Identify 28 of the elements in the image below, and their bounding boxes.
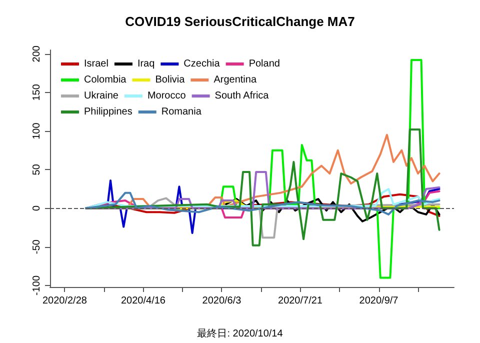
y-tick-label: 150 xyxy=(32,84,42,101)
x-tick-label: 2020/2/28 xyxy=(42,296,88,306)
legend-label: Bolivia xyxy=(155,74,186,86)
x-tick-label: 2020/4/16 xyxy=(120,296,166,306)
legend-label: Poland xyxy=(248,58,280,70)
line-series xyxy=(84,188,440,210)
line-series xyxy=(84,170,440,210)
legend-label: Colombia xyxy=(84,74,127,86)
legend-label: Philippines xyxy=(84,106,132,118)
legend-label: Iraq xyxy=(137,58,155,70)
chart-title: COVID19 SeriousCriticalChange MA7 xyxy=(125,14,355,29)
legend-label: Argentina xyxy=(214,74,257,86)
y-tick-label: 200 xyxy=(32,45,42,62)
x-tick-label: 2020/6/3 xyxy=(202,296,242,306)
x-tick-label: 2020/9/7 xyxy=(359,296,399,306)
y-tick-label: -50 xyxy=(32,239,42,254)
legend-label: Morocco xyxy=(147,90,186,102)
y-tick-label: 0 xyxy=(32,205,42,212)
legend-label: Ukraine xyxy=(84,90,119,102)
y-tick-label: -100 xyxy=(32,275,42,296)
y-tick-label: 100 xyxy=(32,122,42,140)
legend-label: Romania xyxy=(161,106,202,118)
text: 最終日: 2020/10/14 xyxy=(197,328,284,340)
y-tick-label: 50 xyxy=(32,164,42,176)
x-tick-label: 2020/7/21 xyxy=(278,296,323,306)
legend-label: Israel xyxy=(84,58,108,70)
legend-label: Czechia xyxy=(184,58,220,70)
legend-label: South Africa xyxy=(214,90,270,102)
